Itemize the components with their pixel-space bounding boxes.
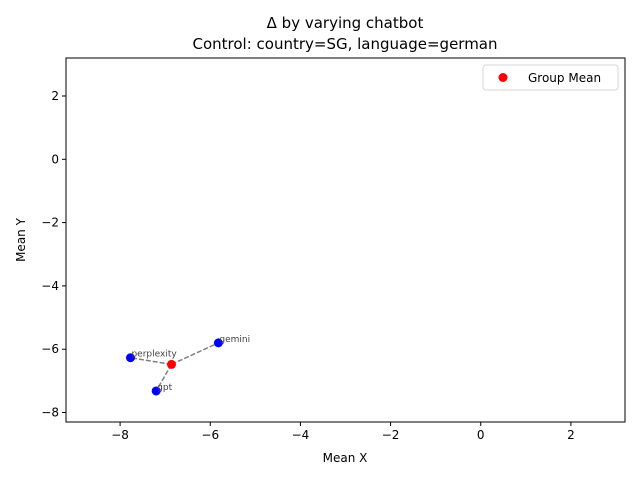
y-tick-label: −6 <box>41 342 59 356</box>
x-tick-label: −2 <box>382 428 400 442</box>
connector-line-gpt <box>155 364 173 392</box>
plot-area: gemini perplexity gpt <box>125 335 250 396</box>
chart-title-line1: Δ by varying chatbot <box>267 14 424 32</box>
y-axis-label: Mean Y <box>14 217 28 262</box>
point-label-gemini: gemini <box>219 335 250 345</box>
group-mean-point <box>166 359 176 369</box>
x-axis-label: Mean X <box>323 451 368 465</box>
y-tick-label: −8 <box>41 406 59 420</box>
x-tick-label: −4 <box>292 428 310 442</box>
x-tick-label: −6 <box>201 428 219 442</box>
data-point-gpt <box>151 386 161 396</box>
data-point-perplexity <box>125 353 135 363</box>
legend-box <box>482 64 619 91</box>
y-tick-label: 0 <box>51 152 59 166</box>
y-tick-label: −4 <box>41 279 59 293</box>
x-tick-label: 0 <box>477 428 485 442</box>
data-point-gemini <box>213 338 223 348</box>
legend-label: Group Mean <box>528 71 601 85</box>
plot-frame <box>65 57 626 423</box>
legend-marker <box>498 73 508 82</box>
x-tick-label: 2 <box>567 428 575 442</box>
y-tick-label: −2 <box>41 216 59 230</box>
connector-line-gemini <box>171 342 219 366</box>
chart-title-line2: Control: country=SG, language=german <box>192 35 497 53</box>
legend: Group Mean <box>482 64 619 91</box>
x-tick-label: −8 <box>111 428 129 442</box>
point-label-perplexity: perplexity <box>131 350 177 360</box>
point-label-gpt: gpt <box>157 383 172 393</box>
y-tick-label: 2 <box>51 89 59 103</box>
